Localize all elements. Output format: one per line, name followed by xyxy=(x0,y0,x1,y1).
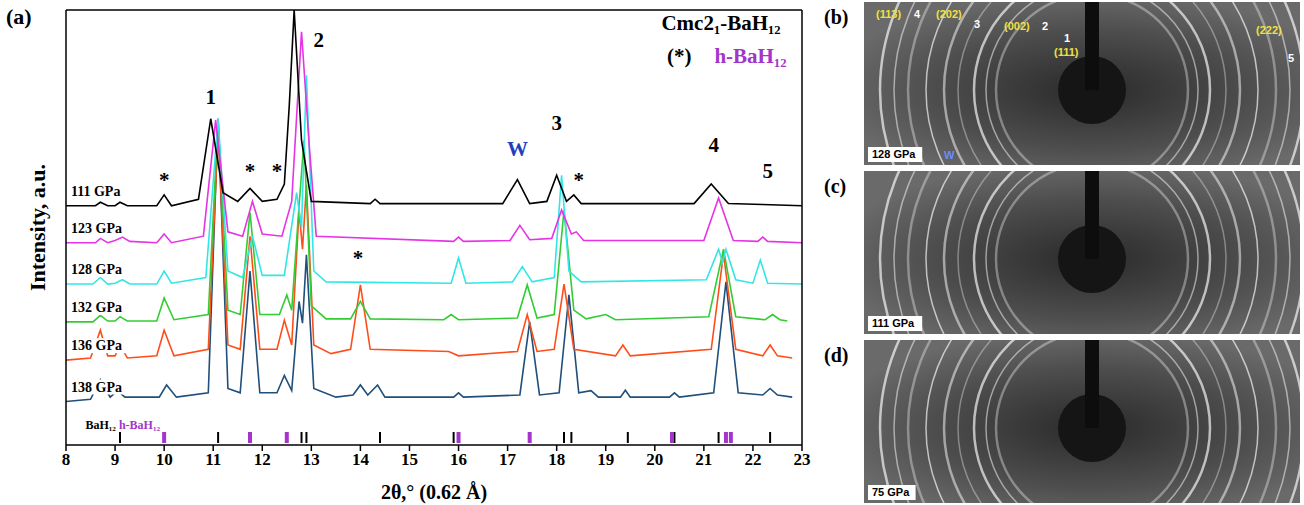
svg-text:128 GPa: 128 GPa xyxy=(71,262,122,277)
svg-text:2: 2 xyxy=(1042,20,1048,32)
svg-text:(*): (*) xyxy=(667,44,692,68)
svg-text:10: 10 xyxy=(156,450,173,469)
svg-text:(002): (002) xyxy=(1004,20,1030,32)
html-text:(b): (b) xyxy=(824,6,849,28)
svg-text:18: 18 xyxy=(548,450,565,469)
svg-text:16: 16 xyxy=(450,450,467,469)
svg-text:(202): (202) xyxy=(936,8,962,20)
svg-text:75 GPa: 75 GPa xyxy=(872,486,910,498)
svg-text:2: 2 xyxy=(313,28,324,52)
svg-text:Intensity, a.u.: Intensity, a.u. xyxy=(25,164,50,291)
svg-text:5: 5 xyxy=(1288,52,1294,64)
svg-text:W: W xyxy=(944,149,955,161)
svg-text:21: 21 xyxy=(695,450,712,469)
svg-text:128 GPa: 128 GPa xyxy=(872,148,916,160)
svg-text:*: * xyxy=(159,168,170,192)
svg-text:2θ,° (0.62 Å): 2θ,° (0.62 Å) xyxy=(381,481,487,504)
svg-text:23: 23 xyxy=(794,450,811,469)
svg-text:W: W xyxy=(507,137,528,161)
svg-text:(111): (111) xyxy=(1054,46,1079,58)
svg-text:4: 4 xyxy=(914,8,921,20)
svg-text:19: 19 xyxy=(597,450,614,469)
svg-text:8: 8 xyxy=(62,450,71,469)
svg-text:123 GPa: 123 GPa xyxy=(71,221,122,236)
svg-text:3: 3 xyxy=(974,18,980,30)
svg-text:9: 9 xyxy=(111,450,120,469)
svg-text:Cmc2₁-BaH₁₂: Cmc2₁-BaH₁₂ xyxy=(661,11,780,35)
svg-text:(113): (113) xyxy=(876,8,901,20)
svg-text:3: 3 xyxy=(551,111,562,135)
svg-text:*: * xyxy=(245,159,256,183)
svg-text:17: 17 xyxy=(499,450,517,469)
svg-text:1: 1 xyxy=(1064,32,1070,44)
html-text:(a): (a) xyxy=(6,4,32,29)
svg-text:138 GPa: 138 GPa xyxy=(71,380,122,395)
svg-text:14: 14 xyxy=(352,450,370,469)
svg-text:111 GPa: 111 GPa xyxy=(71,184,120,199)
svg-text:20: 20 xyxy=(646,450,663,469)
html-text:(c): (c) xyxy=(824,175,847,197)
svg-text:11: 11 xyxy=(205,450,221,469)
svg-text:(222): (222) xyxy=(1256,24,1282,36)
svg-text:BaH₁₂: BaH₁₂ xyxy=(85,418,116,432)
svg-text:111 GPa: 111 GPa xyxy=(872,317,915,329)
svg-text:13: 13 xyxy=(303,450,320,469)
svg-text:15: 15 xyxy=(401,450,418,469)
svg-text:*: * xyxy=(353,246,364,270)
svg-text:136 GPa: 136 GPa xyxy=(71,338,122,353)
html-text:(d): (d) xyxy=(824,344,849,366)
svg-text:4: 4 xyxy=(708,133,719,157)
svg-text:h-BaH₁₂: h-BaH₁₂ xyxy=(119,418,161,432)
svg-text:1: 1 xyxy=(205,85,216,109)
svg-text:*: * xyxy=(272,159,283,183)
svg-text:12: 12 xyxy=(254,450,271,469)
svg-text:5: 5 xyxy=(762,159,773,183)
svg-text:132 GPa: 132 GPa xyxy=(71,300,122,315)
svg-text:22: 22 xyxy=(744,450,761,469)
svg-text:*: * xyxy=(573,168,584,192)
svg-text:h-BaH₁₂: h-BaH₁₂ xyxy=(714,44,786,68)
